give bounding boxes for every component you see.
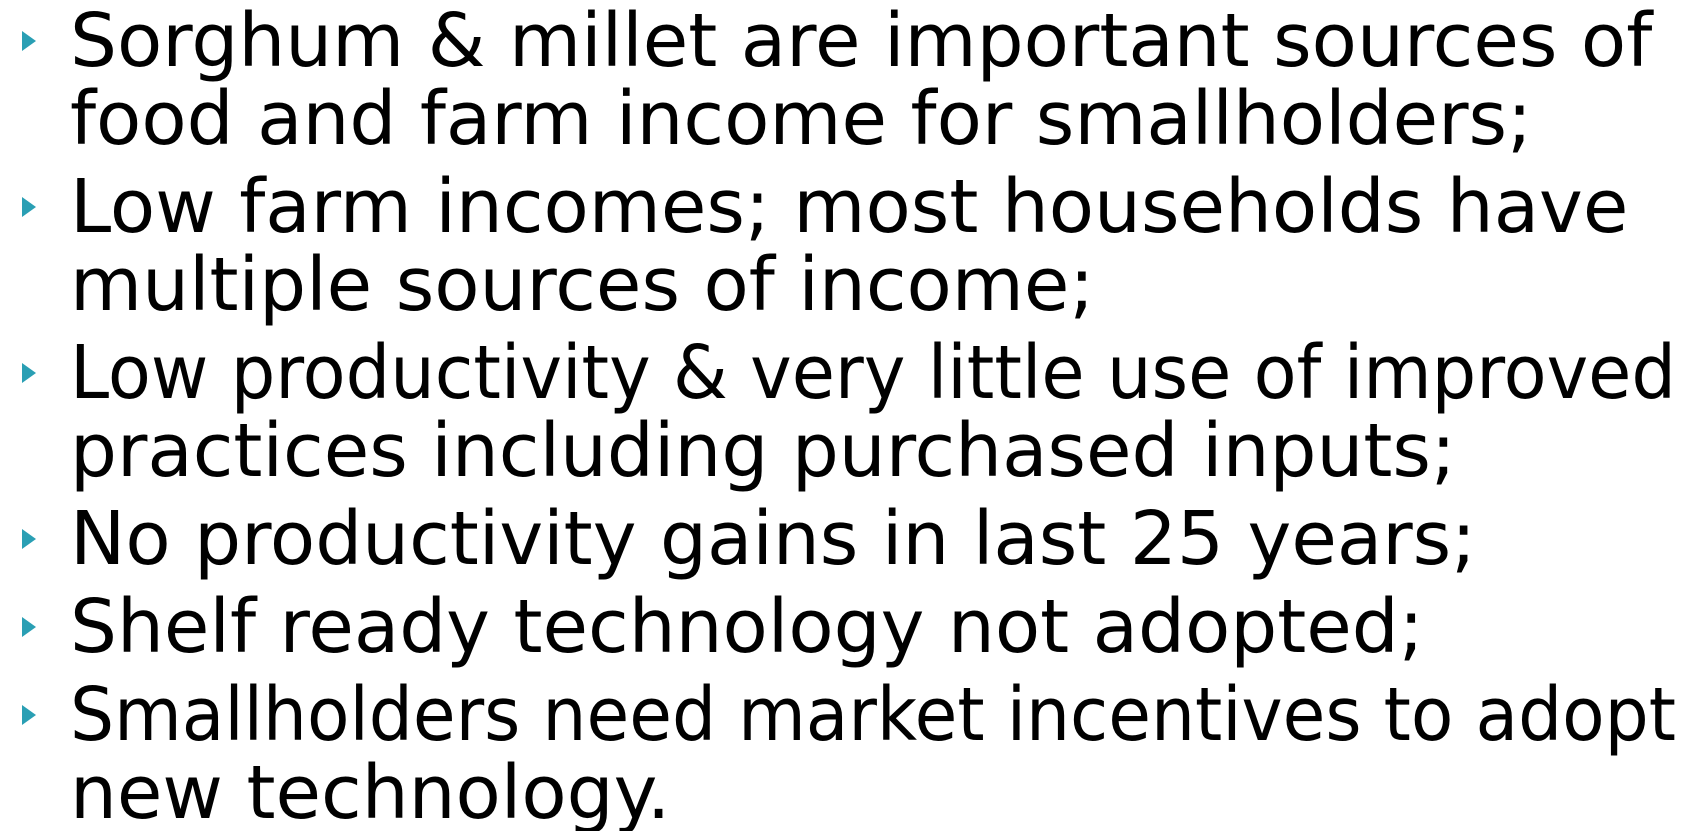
bullet-text: food and farm income for smallholders;: [70, 76, 1532, 162]
bullet-text: Low farm incomes; most households have: [70, 164, 1628, 250]
bullet-marker: [22, 617, 36, 637]
bullet-text: practices including purchased inputs;: [70, 408, 1456, 494]
bullet-marker: [22, 363, 36, 383]
bullet-marker: [22, 705, 36, 725]
bullet-text: Shelf ready technology not adopted;: [70, 584, 1424, 670]
bullet-marker: [22, 31, 36, 51]
bullet-marker: [22, 197, 36, 217]
bullet-text: No productivity gains in last 25 years;: [70, 496, 1476, 582]
bullet-marker: [22, 529, 36, 549]
bullet-text: Smallholders need market incentives to a…: [70, 672, 1676, 758]
bullet-text: new technology.: [70, 750, 670, 831]
bullet-text: Sorghum & millet are important sources o…: [70, 0, 1654, 84]
bullet-text: Low productivity & very little use of im…: [70, 330, 1676, 416]
bullet-text: multiple sources of income;: [70, 242, 1094, 328]
